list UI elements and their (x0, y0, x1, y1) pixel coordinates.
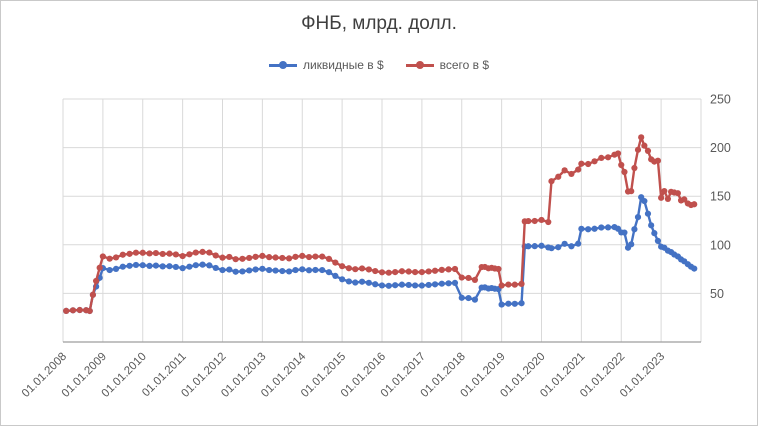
svg-text:250: 250 (710, 93, 731, 107)
chart-legend: ликвидные в $ всего в $ (1, 58, 757, 72)
legend-item-total: всего в $ (405, 58, 490, 72)
svg-text:50: 50 (710, 287, 724, 301)
legend-item-liquid: ликвидные в $ (268, 58, 384, 72)
chart-title: ФНБ, млрд. долл. (301, 13, 457, 34)
legend-label-total: всего в $ (439, 58, 490, 72)
svg-text:100: 100 (710, 238, 731, 252)
legend-label-liquid: ликвидные в $ (302, 58, 384, 72)
svg-text:150: 150 (710, 190, 731, 204)
legend-total-line-marker-icon (405, 60, 434, 70)
svg-text:200: 200 (710, 141, 731, 155)
legend-liquid-line-marker-icon (268, 60, 297, 70)
